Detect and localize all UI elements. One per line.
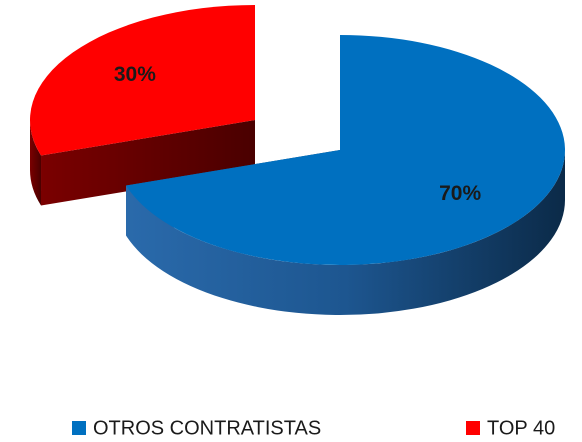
legend-label: TOP 40 [487, 417, 555, 439]
data-label: 70% [439, 182, 481, 205]
slice [126, 35, 566, 265]
slice-wall [30, 120, 42, 206]
slice [29, 5, 256, 156]
legend-swatch [72, 421, 86, 435]
legend-swatch [466, 421, 480, 435]
slice-wall [126, 150, 566, 316]
slice-side [41, 120, 255, 206]
data-label: 30% [114, 63, 156, 86]
legend-label: OTROS CONTRATISTAS [93, 417, 321, 439]
